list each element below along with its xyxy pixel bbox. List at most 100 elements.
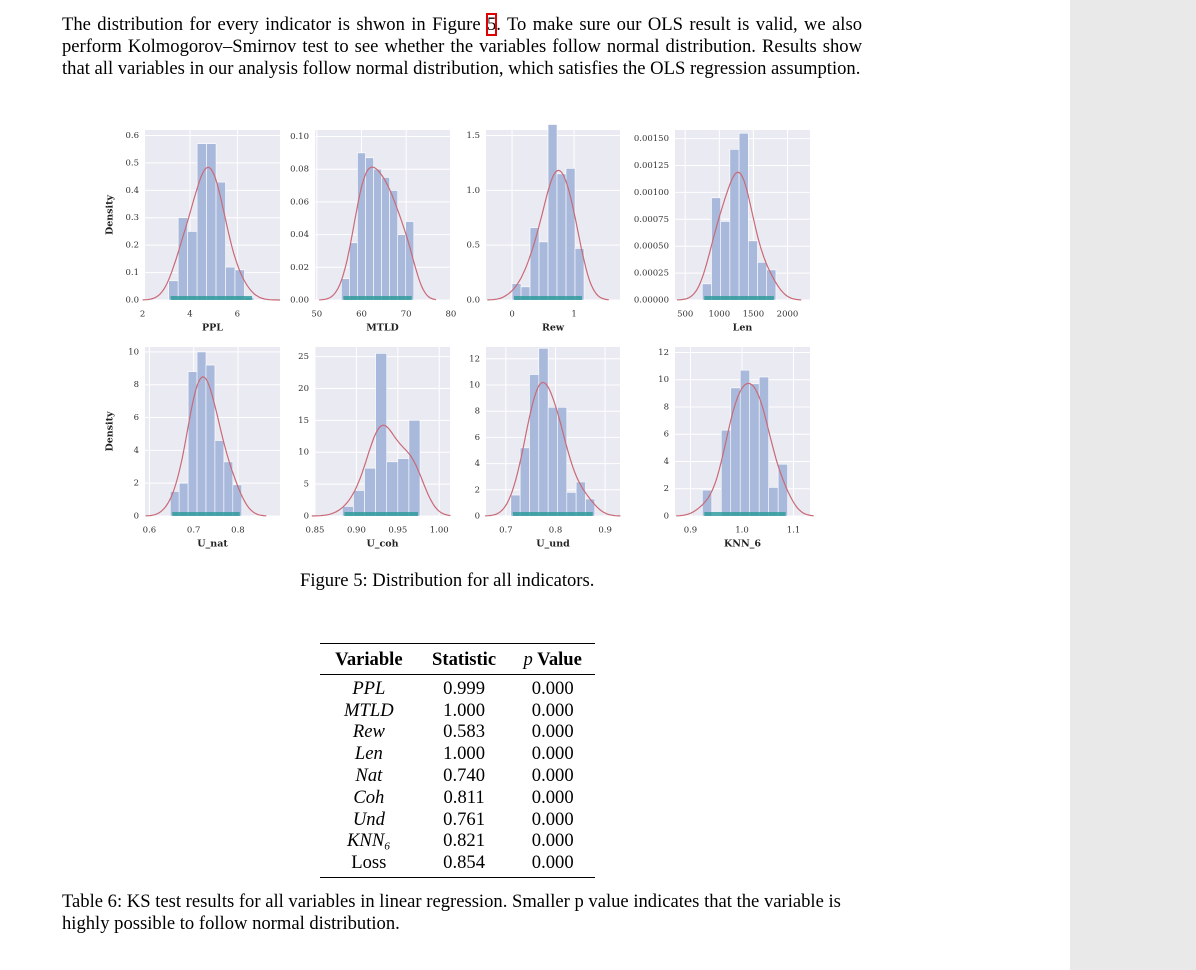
rug (344, 512, 419, 516)
table-cell: Loss (351, 852, 387, 874)
y-tick-label: 8 (664, 402, 669, 412)
y-tick-label: 0.02 (290, 263, 309, 273)
y-tick-label: 2 (664, 484, 669, 494)
x-tick-label: 0.95 (388, 526, 407, 536)
y-tick-label: 6 (664, 430, 669, 440)
x-tick-label: 500 (677, 310, 693, 320)
x-axis-label: U_nat (197, 539, 228, 550)
y-tick-label: 10 (128, 347, 139, 357)
table-row: Len 1.000 0.000 (320, 743, 595, 765)
y-tick-label: 5 (304, 480, 309, 490)
rug (170, 296, 252, 300)
y-tick-label: 0.5 (125, 158, 139, 168)
y-tick-label: 0.00 (290, 296, 309, 306)
kde-curve (311, 424, 451, 517)
bar (214, 440, 225, 517)
table: Variable Statistic p Value PPL 0.999 0.000 MTL… (320, 643, 595, 878)
figure-ref[interactable]: 5 (485, 13, 498, 36)
y-tick-label: 10 (658, 375, 669, 385)
x-tick-label: 6 (235, 310, 240, 320)
text: The distribution for every indicator is … (62, 14, 487, 35)
y-tick-label: 12 (469, 354, 480, 364)
y-tick-label: 4 (134, 446, 139, 456)
table-cell: 0.000 (531, 764, 574, 786)
x-tick-label: 1.00 (430, 526, 449, 536)
bar (405, 221, 415, 301)
bar (234, 269, 245, 301)
bar (538, 348, 549, 517)
table-cell: 1.000 (443, 743, 485, 765)
bar (232, 484, 243, 517)
y-tick-label: 0.04 (290, 230, 309, 240)
table-cell: Und (352, 808, 385, 830)
y-tick-label: 0.4 (125, 186, 139, 196)
bar (357, 152, 366, 301)
bar (738, 132, 749, 301)
y-tick-label: 0.08 (290, 165, 309, 175)
bar (529, 374, 540, 517)
table-row: Nat 0.740 0.000 (320, 765, 595, 787)
bar (538, 241, 549, 301)
table-cell: MTLD (344, 699, 394, 721)
x-tick-label: 0.90 (347, 526, 366, 536)
table-cell: 0.583 (443, 721, 485, 743)
table-cell: Rew (352, 721, 385, 743)
bar (758, 376, 769, 517)
bar (196, 143, 207, 301)
y-tick-label: 10 (469, 380, 480, 390)
y-tick-label: 0.6 (125, 131, 139, 141)
bar (768, 487, 779, 517)
x-tick-label: 1 (571, 310, 576, 320)
x-tick-label: 1.0 (735, 526, 749, 536)
side-panel (1070, 0, 1196, 970)
x-axis-label: Len (733, 323, 753, 334)
bar (177, 217, 188, 301)
x-tick-label: 1.1 (787, 526, 801, 536)
x-axis-label: PPL (202, 323, 223, 334)
y-tick-label: 8 (475, 407, 480, 417)
header-row: Variable Statistic p Value (320, 643, 595, 675)
y-tick-label: 0 (475, 512, 480, 522)
y-tick-label: 0.06 (290, 197, 309, 207)
y-tick-label: 15 (298, 416, 309, 426)
rug (704, 512, 786, 516)
y-axis-label: Density (105, 194, 116, 235)
bar (349, 242, 358, 301)
kde-curve (319, 166, 436, 301)
table-cell: Nat (355, 764, 383, 786)
table-cell: 1.000 (443, 699, 485, 721)
table-cell: PPL (352, 677, 386, 699)
table-cell: 0.000 (531, 830, 574, 852)
bar (529, 227, 540, 301)
y-tick-label: 6 (134, 413, 139, 423)
x-tick-label: 0.7 (499, 526, 513, 536)
y-tick-label: 0 (664, 512, 669, 522)
table-cell: KNN₆ (347, 830, 391, 852)
y-tick-label: 0.0 (125, 296, 139, 306)
x-tick-label: 1000 (708, 310, 730, 320)
x-axis-label: U_und (536, 539, 570, 550)
y-tick-label: 0.00150 (634, 134, 669, 144)
bar (386, 461, 399, 517)
bar (408, 420, 421, 517)
bar (547, 124, 558, 301)
y-tick-label: 0.00075 (634, 215, 669, 225)
rug (514, 296, 583, 300)
y-tick-label: 10 (298, 448, 309, 458)
x-axis-label: KNN_6 (724, 539, 761, 550)
bar (739, 369, 751, 517)
table-cell: 0.000 (531, 852, 574, 874)
bar (225, 266, 236, 301)
y-tick-label: 0.1 (125, 268, 139, 278)
table-cell: 0.000 (531, 786, 574, 808)
table-row: KNN₆ 0.821 0.000 (320, 830, 595, 852)
bar (557, 406, 568, 517)
y-tick-label: 2 (475, 485, 480, 495)
table-cell: 0.000 (531, 699, 574, 721)
x-tick-label: 60 (356, 310, 367, 320)
kde-curve (142, 166, 280, 301)
x-tick-label: 2000 (777, 310, 799, 320)
text: . To make sure our OLS result is valid, … (62, 14, 862, 79)
paragraph: The distribution for every indicator is … (62, 13, 862, 80)
x-tick-label: 80 (445, 310, 456, 320)
